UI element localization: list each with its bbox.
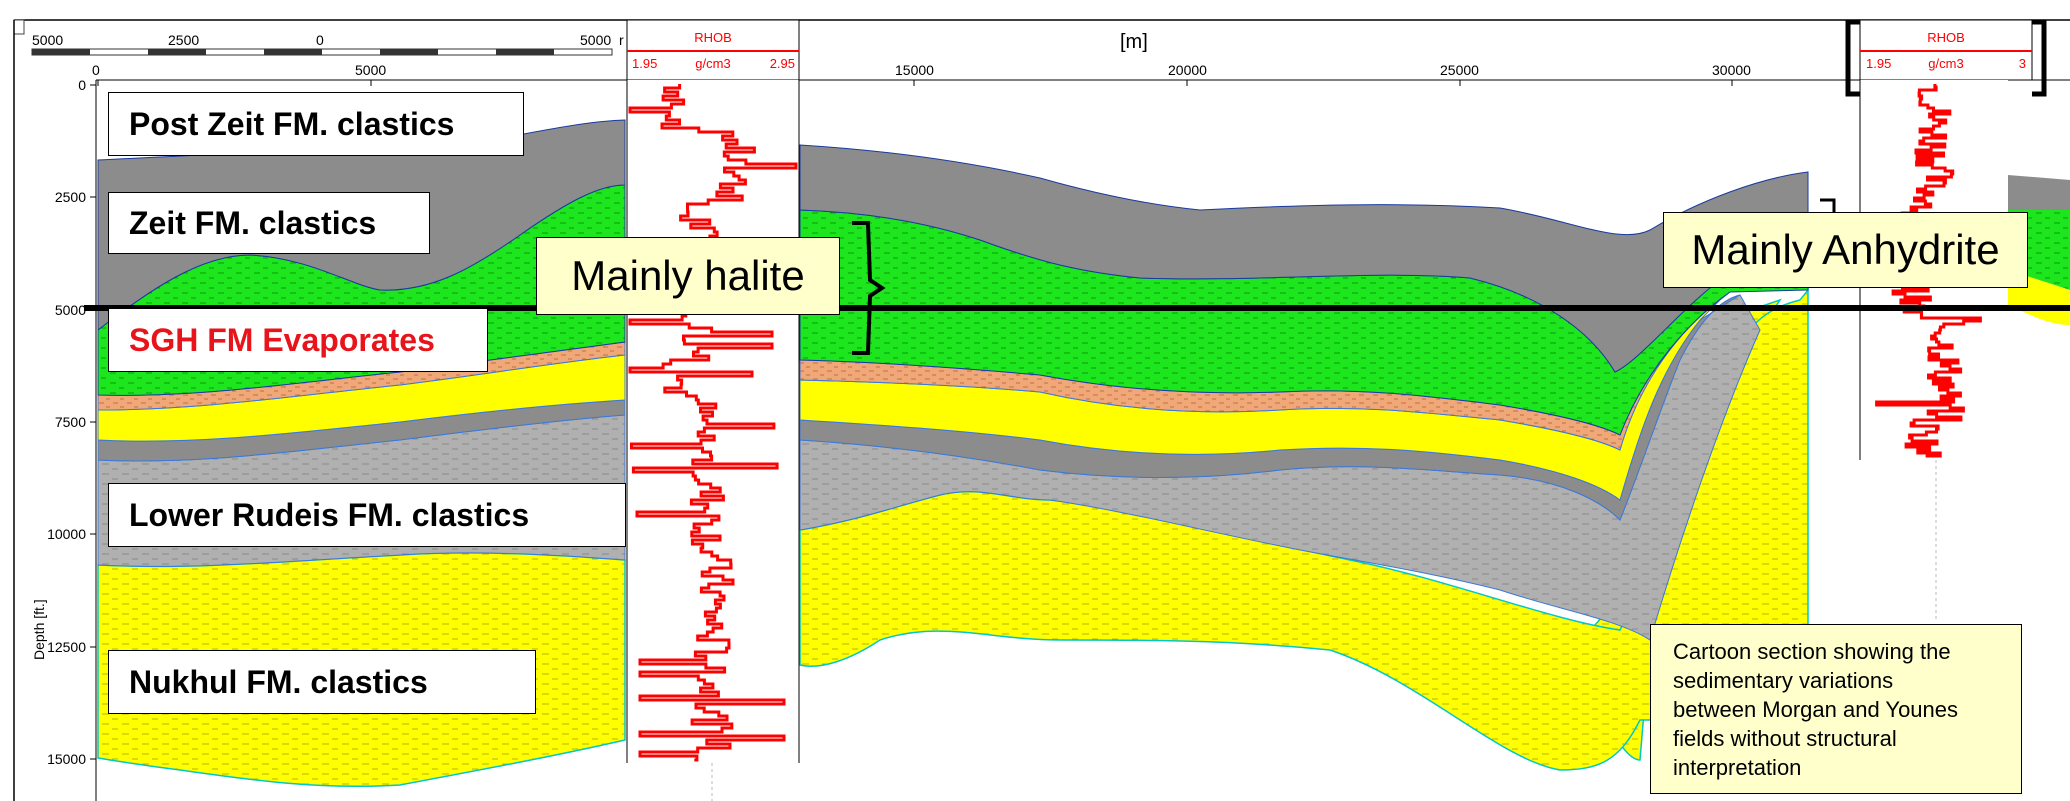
y-axis-tick: 2500 — [55, 189, 86, 205]
log-right-name: RHOB — [1927, 30, 1965, 45]
x-axis-tick: 20000 — [1168, 62, 1207, 78]
y-axis-tick: 5000 — [55, 302, 86, 318]
y-axis-tick: 7500 — [55, 414, 86, 430]
log-left-name: RHOB — [694, 30, 732, 45]
log-right-min: 1.95 — [1866, 56, 1891, 71]
log-curve-left — [628, 84, 798, 762]
log-right-unit: g/cm3 — [1928, 56, 1963, 71]
x-axis-tick: 30000 — [1712, 62, 1751, 78]
log-trace — [628, 84, 798, 762]
scale-bar-unit: r — [619, 32, 624, 48]
y-axis-label: Depth [ft.] — [31, 599, 47, 660]
section-right — [799, 144, 1809, 771]
x-axis-tick: 25000 — [1440, 62, 1479, 78]
log-left-max: 2.95 — [770, 56, 795, 71]
scale-bar-tick: 0 — [316, 32, 324, 48]
scale-bar-tick: 5000 — [32, 32, 63, 48]
scale-bar — [31, 48, 613, 56]
y-axis-tick: 10000 — [47, 526, 86, 542]
label-sgh: SGH FM Evaporates — [108, 308, 488, 372]
top-ruler: 5000 2500 0 5000 r [m] 0 5000 15000 2000… — [13, 19, 2070, 86]
y-axis-tick: 12500 — [47, 639, 86, 655]
x-axis-tick: 0 — [92, 62, 100, 78]
x-axis-tick: 5000 — [355, 62, 386, 78]
log-track-left: RHOB 1.95 g/cm3 2.95 — [626, 19, 800, 801]
caption-box: Cartoon section showing the sedimentary … — [1650, 624, 2022, 794]
depth-axis: 0 2500 5000 7500 10000 12500 15000 Depth… — [13, 20, 97, 801]
log-left-unit: g/cm3 — [695, 56, 730, 71]
label-lower-rudeis: Lower Rudeis FM. clastics — [108, 483, 626, 547]
callout-halite: Mainly halite — [536, 237, 840, 315]
x-axis-tick: 15000 — [895, 62, 934, 78]
log-left-min: 1.95 — [632, 56, 657, 71]
x-axis-unit: [m] — [1120, 31, 1148, 53]
y-axis-tick: 0 — [78, 77, 86, 93]
log-right-max: 3 — [2019, 56, 2026, 71]
halite-brace — [852, 221, 886, 355]
scale-bar-tick: 5000 — [580, 32, 611, 48]
log-track-right: RHOB 1.95 g/cm3 3 — [1845, 19, 2047, 620]
label-nukhul: Nukhul FM. clastics — [108, 650, 536, 714]
y-axis-tick: 15000 — [47, 751, 86, 767]
callout-anhydrite: Mainly Anhydrite — [1663, 212, 2028, 288]
label-zeit: Zeit FM. clastics — [108, 192, 430, 254]
scale-bar-tick: 2500 — [168, 32, 199, 48]
label-post-zeit: Post Zeit FM. clastics — [108, 92, 524, 156]
